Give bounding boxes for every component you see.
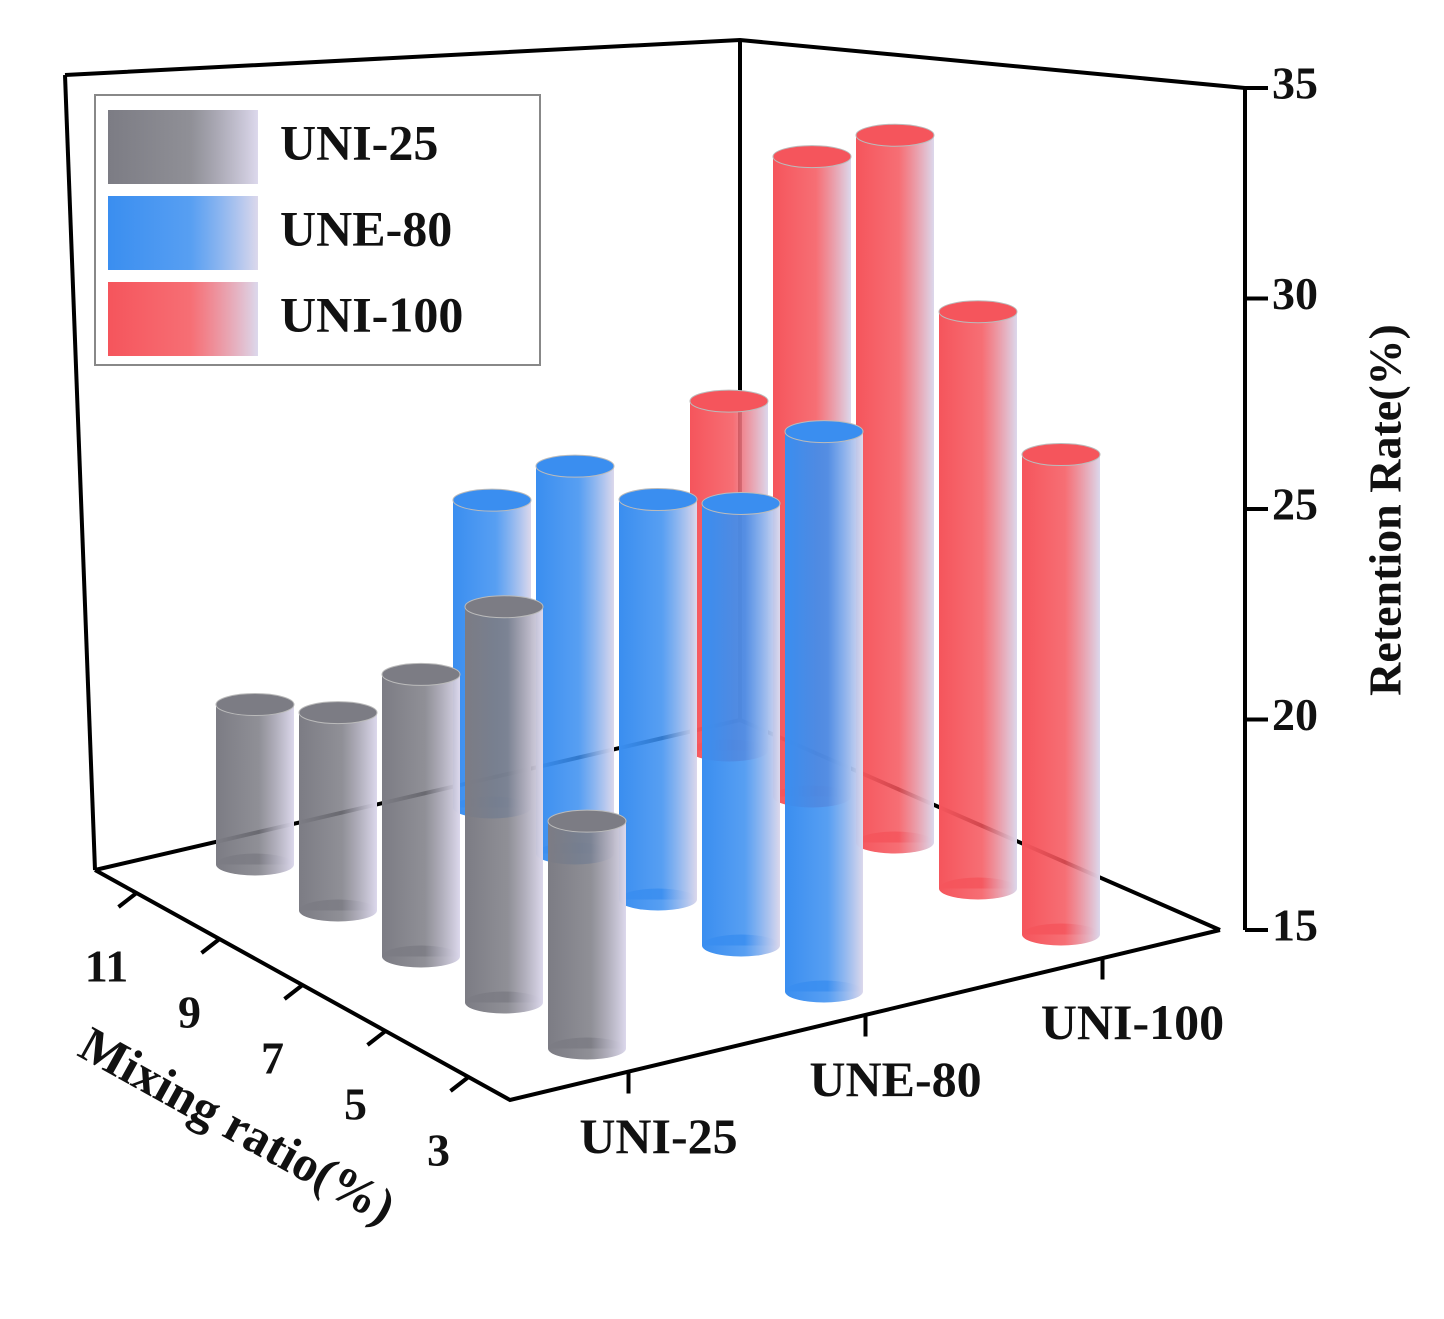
category-tick <box>449 1075 470 1093</box>
category-label: 9 <box>178 987 201 1038</box>
bar-top <box>215 693 295 717</box>
y-tick-label: 20 <box>1272 689 1318 740</box>
bar-body <box>939 311 1017 889</box>
bar <box>464 595 544 1014</box>
back-wall-top <box>64 37 1246 90</box>
bar-top <box>535 454 615 478</box>
bar-top <box>701 491 781 515</box>
bar-top <box>298 701 378 725</box>
category-tick <box>117 891 138 909</box>
bar <box>1021 443 1101 946</box>
bar <box>381 662 461 968</box>
bar-body <box>785 431 863 992</box>
bar <box>938 300 1018 900</box>
bar-body <box>856 135 934 843</box>
y-axis-title: Retention Rate(%) <box>1360 324 1411 696</box>
bar-top <box>938 300 1018 324</box>
bar <box>784 420 864 1003</box>
bar <box>298 701 378 922</box>
legend-label: UNI-25 <box>280 114 438 170</box>
bar <box>618 488 698 911</box>
bar-body <box>548 821 626 1049</box>
category-tick <box>366 1029 387 1047</box>
bar-top <box>547 809 627 833</box>
category-tick <box>200 937 221 955</box>
bar <box>547 809 627 1060</box>
bar-top <box>772 145 852 169</box>
legend-label: UNE-80 <box>280 200 452 256</box>
category-label: 5 <box>344 1079 367 1130</box>
bar-top <box>464 595 544 619</box>
bar-body <box>382 674 460 957</box>
bar-body <box>619 499 697 900</box>
legend-swatch <box>108 282 258 356</box>
series-axis-label: UNE-80 <box>809 1051 981 1107</box>
floor-front <box>94 868 1221 1103</box>
bar <box>855 123 935 854</box>
y-tick-label: 25 <box>1272 479 1318 530</box>
series-axis-label: UNI-100 <box>1041 994 1224 1050</box>
left-edge <box>63 74 97 871</box>
legend: UNI-25 UNE-80 UNI-100 <box>108 110 463 356</box>
bar-body <box>465 606 543 1003</box>
y-tick-label: 35 <box>1272 58 1318 109</box>
category-label: 3 <box>427 1125 450 1176</box>
category-tick <box>283 983 304 1001</box>
bar-top <box>1021 443 1101 467</box>
bar-top <box>689 389 769 413</box>
bar <box>215 693 295 876</box>
legend-swatch <box>108 110 258 184</box>
series-axis-label: UNI-25 <box>579 1108 737 1164</box>
bar-top <box>381 662 461 686</box>
bars <box>215 123 1101 1060</box>
bar-body <box>536 466 614 854</box>
bar-top <box>618 488 698 512</box>
bar-top <box>855 123 935 147</box>
category-label: 7 <box>261 1033 284 1084</box>
y-tick-label: 30 <box>1272 268 1318 319</box>
bar-body <box>216 704 294 865</box>
bar-body <box>299 712 377 911</box>
bar <box>535 454 615 865</box>
y-tick-label: 15 <box>1272 900 1318 951</box>
legend-label: UNI-100 <box>280 286 463 342</box>
bar-top <box>784 420 864 444</box>
bar <box>701 491 781 957</box>
category-label: 11 <box>85 941 128 992</box>
bar-body <box>1022 454 1100 935</box>
bar-top <box>452 488 532 512</box>
legend-swatch <box>108 196 258 270</box>
bar-body <box>702 503 780 946</box>
